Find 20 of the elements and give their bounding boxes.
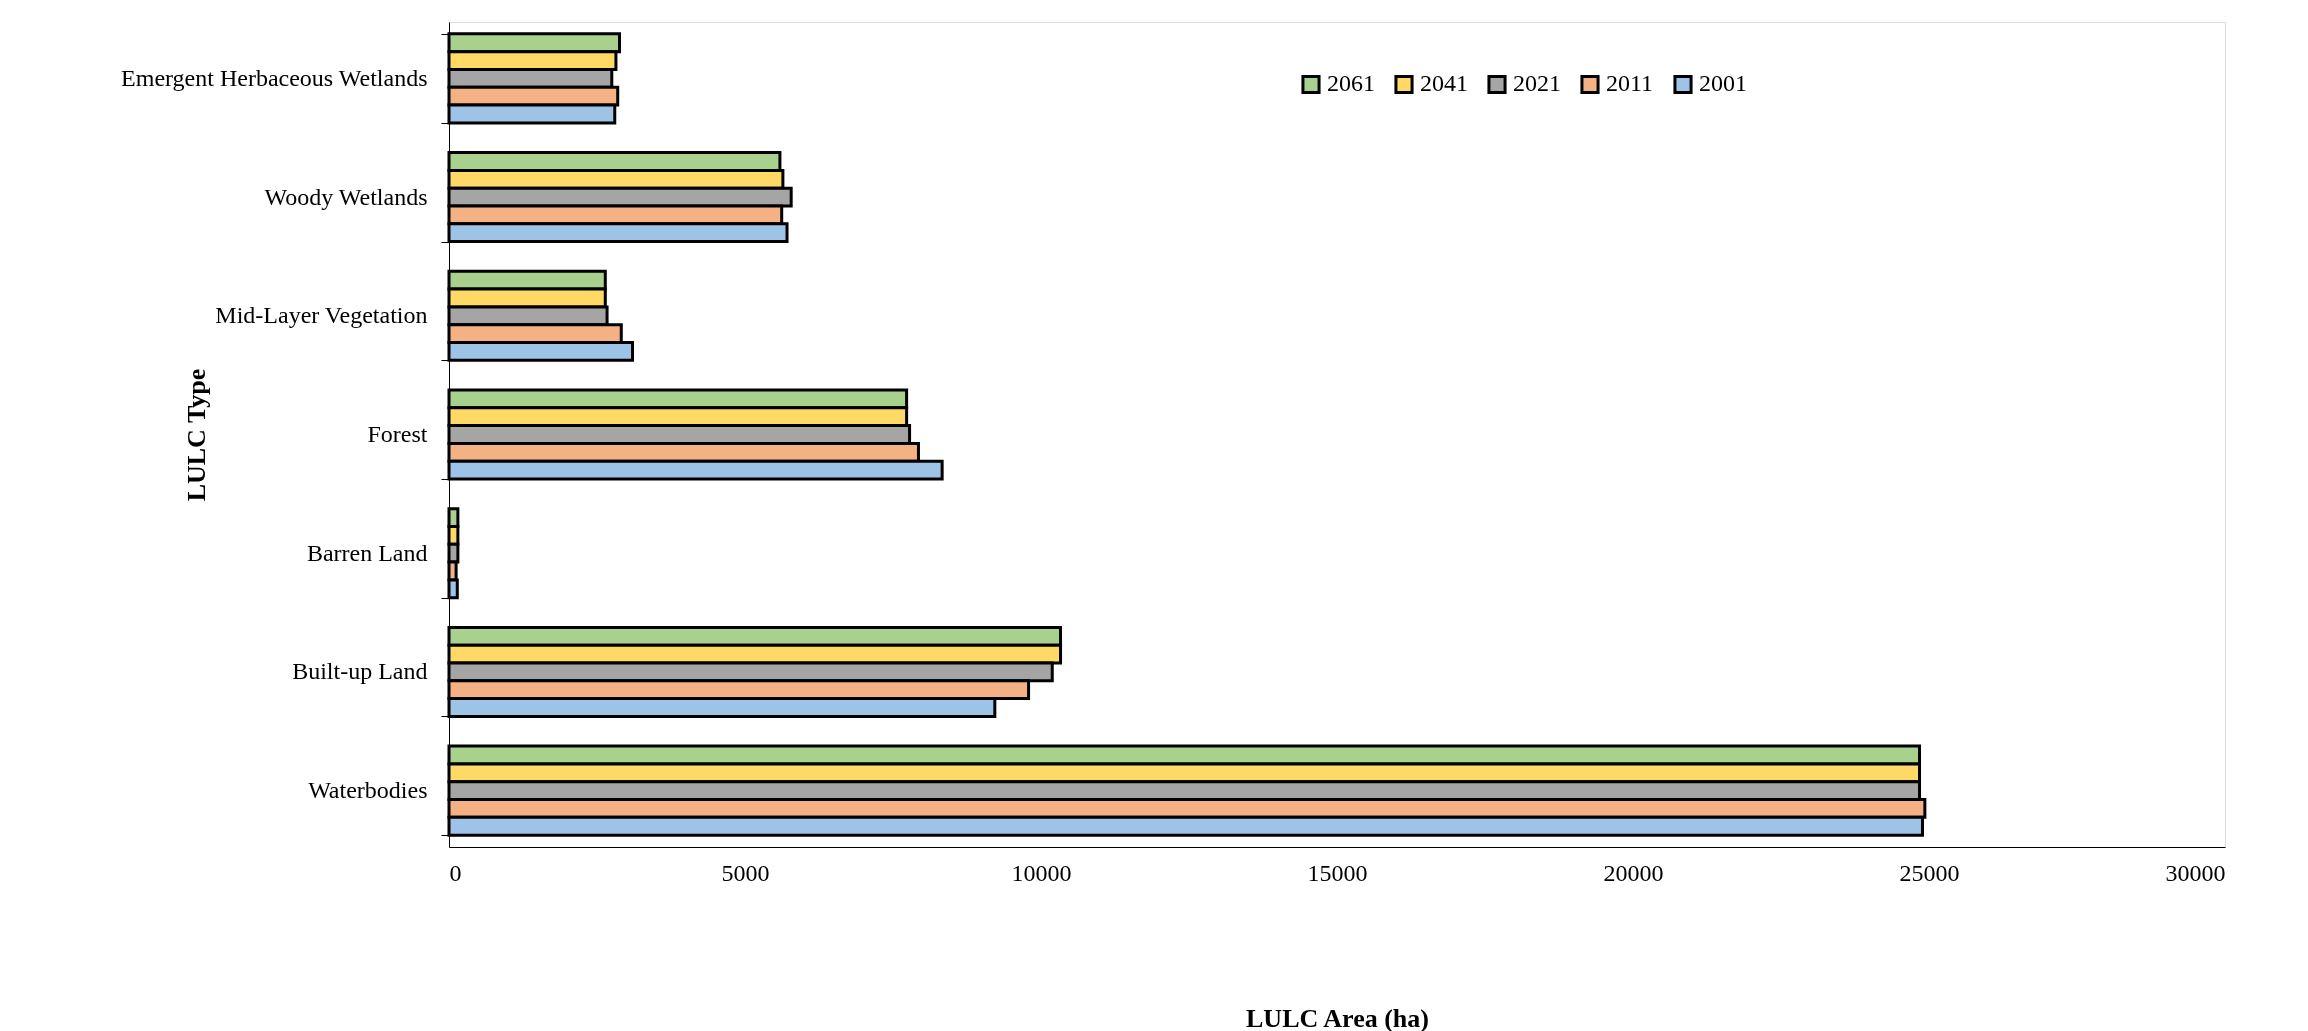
- legend-label: 2011: [1606, 70, 1654, 97]
- x-tick-label: 10000: [1011, 859, 1072, 886]
- y-tick-label: Emergent Herbaceous Wetlands: [121, 64, 428, 91]
- legend-label: 2021: [1513, 70, 1561, 97]
- y-tick-label: Mid-Layer Vegetation: [215, 302, 428, 329]
- y-tick-label: Forest: [367, 421, 428, 447]
- legend-label: 2061: [1327, 70, 1375, 97]
- y-axis-title: LULC Type: [181, 368, 211, 502]
- legend-label: 2001: [1699, 70, 1747, 97]
- x-tick-label: 0: [449, 859, 462, 886]
- y-tick-label: Waterbodies: [308, 777, 428, 804]
- legend-label: 2041: [1420, 70, 1468, 97]
- x-tick-label: 25000: [1899, 859, 1960, 886]
- x-tick-label: 30000: [2165, 859, 2226, 886]
- x-tick-label: 15000: [1307, 859, 1368, 886]
- y-tick-label: Built-up Land: [292, 658, 428, 685]
- x-tick-label: 20000: [1603, 859, 1664, 886]
- x-tick-label: 5000: [721, 859, 770, 886]
- y-tick-label: Barren Land: [306, 539, 428, 566]
- y-tick-label: Woody Wetlands: [264, 183, 428, 210]
